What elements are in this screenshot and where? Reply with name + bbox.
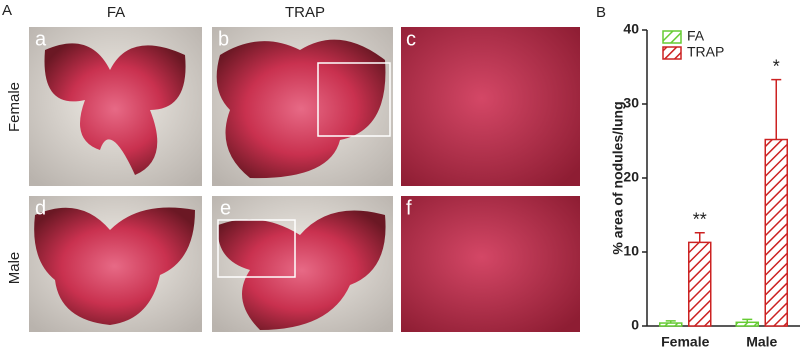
significance: * [773, 56, 780, 76]
subpanel-label: e [220, 197, 231, 219]
bar [659, 322, 683, 327]
y-tick-label: 30 [623, 95, 639, 111]
photo-f [401, 196, 580, 332]
error-bar [771, 78, 782, 140]
panel-label: B [596, 4, 606, 21]
column-label: TRAP [285, 4, 325, 21]
legend-label: TRAP [687, 44, 724, 60]
subpanel-label: f [406, 197, 412, 219]
photo-d [29, 196, 202, 332]
row-label: Female [6, 82, 23, 132]
legend-label: FA [687, 28, 705, 44]
photo-b [212, 27, 393, 186]
error-bar [665, 320, 676, 324]
y-tick-label: 10 [623, 243, 639, 259]
bar [688, 241, 712, 327]
legend-swatch [662, 46, 682, 60]
y-tick-label: 20 [623, 169, 639, 185]
photo-c [401, 27, 580, 186]
bar [764, 138, 788, 327]
subpanel-label: a [35, 28, 47, 50]
error-bar [694, 232, 705, 243]
bar [735, 321, 759, 327]
panel-label: A [2, 2, 12, 19]
photo-e [212, 196, 393, 332]
column-label: FA [107, 4, 125, 21]
photo-a [29, 27, 202, 186]
subpanel-label: b [218, 28, 229, 50]
significance: ** [693, 210, 707, 230]
y-tick-label: 0 [631, 317, 639, 333]
legend-swatch [662, 30, 682, 44]
row-label: Male [6, 252, 23, 285]
y-axis-label: % area of nodules/lung [610, 101, 626, 254]
subpanel-label: c [406, 28, 416, 50]
y-tick-label: 40 [623, 21, 639, 37]
subpanel-label: d [35, 197, 46, 219]
error-bar [742, 318, 753, 323]
x-tick-label: Male [746, 334, 777, 350]
x-tick-label: Female [661, 334, 709, 350]
